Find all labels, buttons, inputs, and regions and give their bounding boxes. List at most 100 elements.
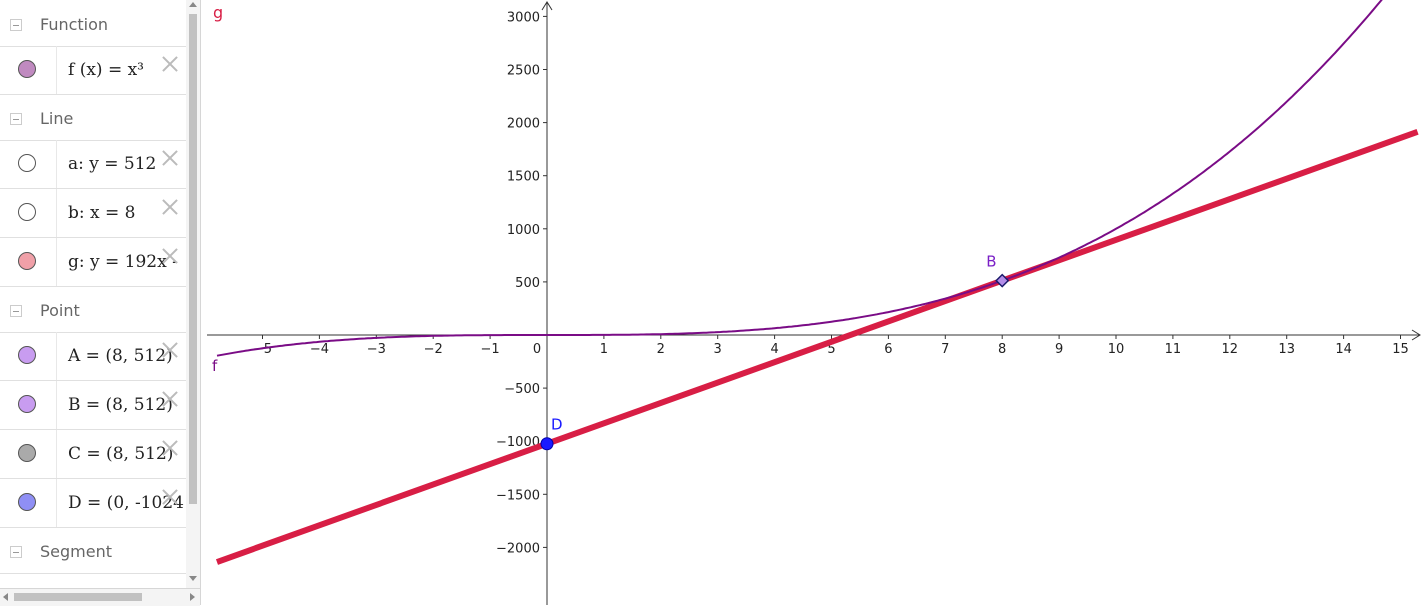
- delete-icon[interactable]: [160, 246, 180, 266]
- x-tick-label: 4: [770, 342, 778, 357]
- algebra-item-g[interactable]: g: y = 192x -: [0, 238, 186, 287]
- delete-icon[interactable]: [160, 438, 180, 458]
- visibility-marble-icon[interactable]: [18, 154, 36, 172]
- algebra-item-C[interactable]: C = (8, 512): [0, 430, 186, 479]
- x-tick-label: 5: [827, 342, 835, 357]
- y-tick-label: −1500: [496, 488, 540, 503]
- graph-canvas[interactable]: −5 −4 −3 −2 −1 0 1 2 3 4 5 6 7 8 9 10 11 12 13 14 15−2000−15…: [207, 0, 1422, 605]
- y-tick-label: 500: [515, 276, 540, 291]
- group-label-line: Line: [40, 109, 74, 128]
- expression-g[interactable]: g: y = 192x -: [68, 252, 178, 272]
- algebra-item-a[interactable]: a: y = 512: [0, 140, 186, 189]
- scroll-down-icon[interactable]: [189, 576, 197, 581]
- group-label-point: Point: [40, 301, 80, 320]
- delete-icon[interactable]: [160, 340, 180, 360]
- scroll-right-icon[interactable]: [190, 593, 195, 601]
- delete-icon[interactable]: [160, 197, 180, 217]
- visibility-marble-icon[interactable]: [18, 346, 36, 364]
- group-line[interactable]: Line: [0, 96, 186, 141]
- x-tick-label: 2: [657, 342, 665, 357]
- group-function[interactable]: Function: [0, 2, 186, 47]
- collapse-toggle-icon[interactable]: [10, 546, 22, 558]
- y-axis-arrow-icon: [541, 1, 553, 11]
- collapse-toggle-icon[interactable]: [10, 19, 22, 31]
- visibility-marble-icon[interactable]: [18, 203, 36, 221]
- y-tick-label: 2000: [507, 117, 540, 132]
- divider: [56, 140, 57, 188]
- horizontal-scrollbar[interactable]: [0, 588, 200, 606]
- x-tick-label: 6: [884, 342, 892, 357]
- group-segment[interactable]: Segment: [0, 529, 186, 574]
- x-tick-label: 0: [533, 342, 541, 357]
- x-tick-label: −5: [253, 342, 272, 357]
- vertical-scrollbar[interactable]: [186, 0, 201, 605]
- expression-a[interactable]: a: y = 512: [68, 154, 157, 174]
- visibility-marble-icon[interactable]: [18, 493, 36, 511]
- delete-icon[interactable]: [160, 148, 180, 168]
- x-tick-label: 10: [1108, 342, 1125, 357]
- x-axis-arrow-icon: [1411, 329, 1421, 341]
- expression-B[interactable]: B = (8, 512): [68, 395, 173, 415]
- visibility-marble-icon[interactable]: [18, 444, 36, 462]
- label-f: f: [212, 357, 218, 375]
- point-D[interactable]: [540, 437, 554, 451]
- x-tick-label: 8: [998, 342, 1006, 357]
- x-tick-label: −1: [481, 342, 500, 357]
- scroll-left-icon[interactable]: [3, 593, 8, 601]
- y-tick-label: 3000: [507, 10, 540, 25]
- label-g: g: [213, 3, 223, 22]
- x-tick-label: 15: [1392, 342, 1409, 357]
- divider: [56, 189, 57, 237]
- scroll-thumb[interactable]: [189, 14, 197, 504]
- y-tick-label: 1500: [507, 170, 540, 185]
- divider: [56, 479, 57, 527]
- algebra-view: Function f (x) = x³ Line a: y = 512 b: x…: [0, 0, 187, 605]
- algebra-item-B[interactable]: B = (8, 512): [0, 381, 186, 430]
- y-tick-label: 2500: [507, 64, 540, 79]
- scroll-thumb[interactable]: [14, 593, 142, 601]
- divider: [56, 46, 57, 94]
- divider: [56, 238, 57, 286]
- algebra-item-A[interactable]: A = (8, 512): [0, 332, 186, 381]
- delete-icon[interactable]: [160, 54, 180, 74]
- algebra-item-b[interactable]: b: x = 8: [0, 189, 186, 238]
- curve-f[interactable]: [216, 0, 1415, 357]
- visibility-marble-icon[interactable]: [18, 395, 36, 413]
- delete-icon[interactable]: [160, 487, 180, 507]
- scroll-up-icon[interactable]: [189, 2, 197, 7]
- expression-C[interactable]: C = (8, 512): [68, 444, 174, 464]
- expression-D[interactable]: D = (0, -1024: [68, 493, 184, 513]
- x-tick-label: 9: [1055, 342, 1063, 357]
- expression-b[interactable]: b: x = 8: [68, 203, 136, 223]
- delete-icon[interactable]: [160, 389, 180, 409]
- divider: [56, 332, 57, 380]
- algebra-item-D[interactable]: D = (0, -1024: [0, 479, 186, 528]
- x-tick-label: 12: [1222, 342, 1239, 357]
- x-tick-label: 13: [1278, 342, 1295, 357]
- x-tick-label: −2: [424, 342, 443, 357]
- visibility-marble-icon[interactable]: [18, 60, 36, 78]
- label-D: D: [551, 416, 563, 434]
- collapse-toggle-icon[interactable]: [10, 113, 22, 125]
- x-tick-label: 1: [600, 342, 608, 357]
- x-tick-label: 11: [1165, 342, 1182, 357]
- line-g[interactable]: [215, 128, 1419, 565]
- divider: [56, 430, 57, 478]
- x-tick-label: 3: [714, 342, 722, 357]
- label-B: B: [986, 253, 996, 271]
- y-tick-label: −1000: [496, 435, 540, 450]
- visibility-marble-icon[interactable]: [18, 252, 36, 270]
- x-tick-label: −4: [310, 342, 329, 357]
- point-B[interactable]: [995, 273, 1010, 288]
- algebra-item-f[interactable]: f (x) = x³: [0, 46, 186, 95]
- graphics-view[interactable]: −5 −4 −3 −2 −1 0 1 2 3 4 5 6 7 8 9 10 11 12 13 14 15 −2000 −15…: [207, 0, 1422, 605]
- group-label-function: Function: [40, 15, 109, 34]
- expression-A[interactable]: A = (8, 512): [68, 346, 173, 366]
- x-tick-label: 14: [1335, 342, 1352, 357]
- x-tick-label: 7: [941, 342, 949, 357]
- divider: [56, 381, 57, 429]
- x-tick-label: −3: [367, 342, 386, 357]
- collapse-toggle-icon[interactable]: [10, 305, 22, 317]
- expression-f[interactable]: f (x) = x³: [68, 60, 145, 80]
- group-point[interactable]: Point: [0, 288, 186, 333]
